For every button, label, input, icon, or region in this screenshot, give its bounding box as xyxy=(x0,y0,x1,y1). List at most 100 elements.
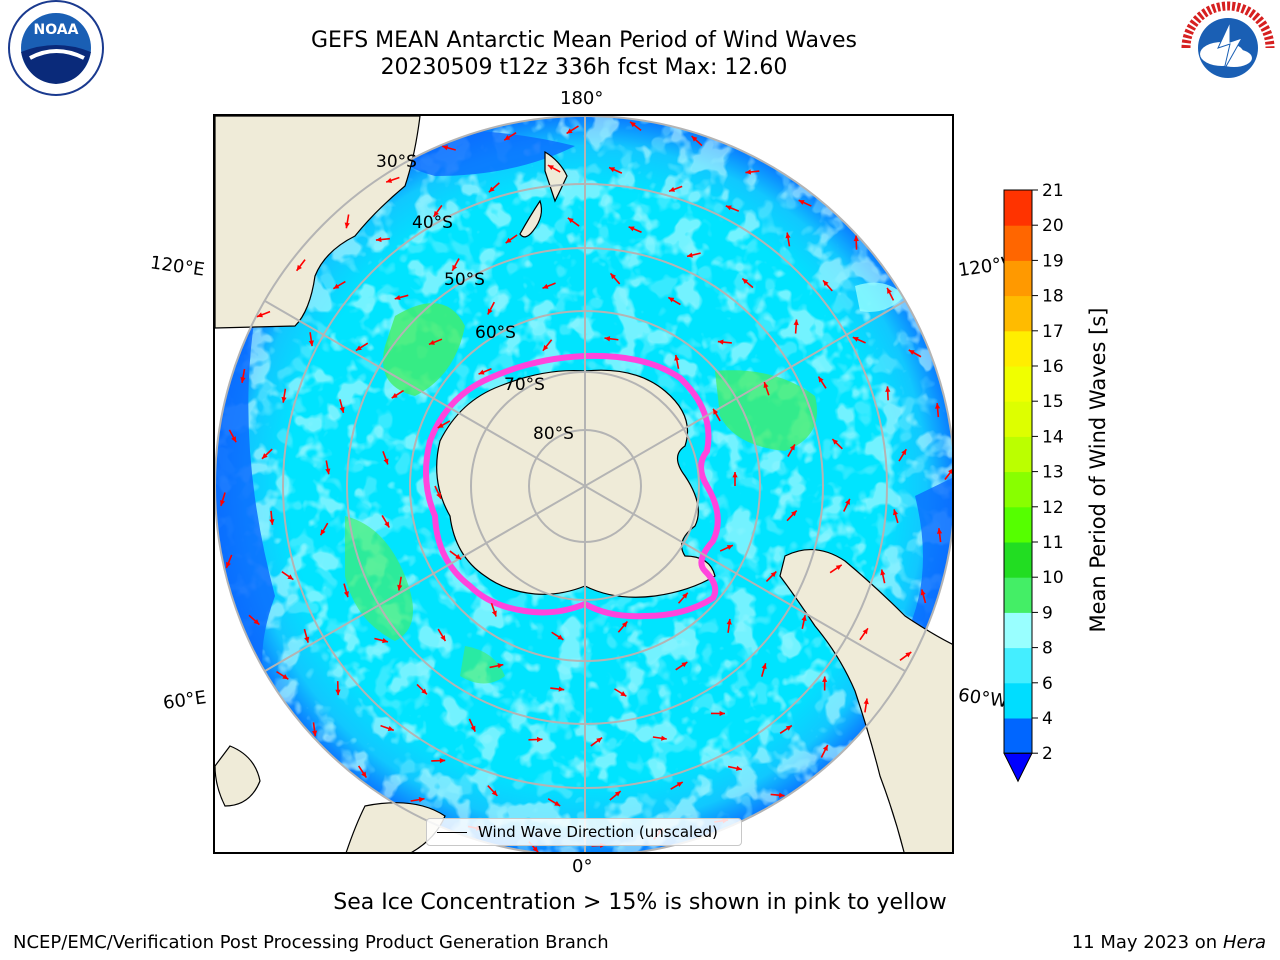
wind-vector-head xyxy=(386,177,393,183)
wind-vector-head xyxy=(822,676,828,682)
wind-vector-head xyxy=(557,634,564,640)
wind-vector-head xyxy=(282,674,289,680)
nws-logo xyxy=(1181,1,1275,94)
wind-vector-head xyxy=(676,782,683,788)
wind-vector-head xyxy=(240,377,246,383)
wind-vector-head xyxy=(567,217,574,224)
wind-vector-head xyxy=(452,264,458,271)
wind-vector-head xyxy=(440,635,446,642)
wind-vector-head xyxy=(308,340,314,347)
colorbar-block xyxy=(1004,612,1032,649)
footer-date: 11 May 2023 on Hera xyxy=(1072,932,1266,953)
wind-vector-head xyxy=(674,354,680,361)
wind-vector-head xyxy=(823,280,829,287)
wind-vector-head xyxy=(726,618,732,625)
wind-vector-head xyxy=(532,846,539,852)
wind-vector-head xyxy=(394,294,401,301)
noaa-wordmark: NOAA xyxy=(34,22,79,38)
wind-vector-head xyxy=(726,545,733,550)
wind-vector-head xyxy=(542,344,549,351)
map-panel xyxy=(213,114,954,854)
wind-vector-head xyxy=(433,210,439,217)
lon-label-180: 180° xyxy=(560,88,604,109)
lon-label-0: 0° xyxy=(572,856,593,877)
wind-vector-head xyxy=(296,264,302,271)
wind-vector-head xyxy=(566,128,573,134)
wind-vector-head xyxy=(682,592,688,599)
wind-vector-head xyxy=(547,165,554,171)
wind-vector-head xyxy=(418,797,425,803)
wind-vector-head xyxy=(852,337,859,342)
colorbar-tick-label: 13 xyxy=(1042,463,1064,483)
wind-vector-head xyxy=(892,509,899,516)
sea-ice-edge xyxy=(423,352,721,620)
wind-vector-head xyxy=(686,252,693,258)
wind-vector-head xyxy=(763,382,769,389)
lat-label-40s: 40°S xyxy=(412,213,453,233)
footer-credit: NCEP/EMC/Verification Post Processing Pr… xyxy=(13,932,609,953)
colorbar-block xyxy=(1004,401,1032,437)
colorbar-tick-label: 16 xyxy=(1042,357,1064,377)
wind-vector-head xyxy=(304,636,310,643)
graticule xyxy=(215,116,952,852)
colorbar-block xyxy=(1004,190,1032,226)
colorbar-block xyxy=(1004,471,1032,508)
wind-vector-head xyxy=(439,758,446,764)
colorbar-tick-label: 20 xyxy=(1042,216,1064,236)
antarctica xyxy=(436,369,716,598)
colorbar-block xyxy=(1004,330,1032,367)
wind-vector-head xyxy=(863,698,869,705)
wind-vector-head xyxy=(382,638,388,644)
wind-vector-head xyxy=(789,444,795,451)
wind-vector-head xyxy=(785,232,791,239)
wind-vector-head xyxy=(391,392,398,399)
wind-vector-head xyxy=(719,710,725,717)
wind-vector-head xyxy=(862,628,868,635)
wind-vector-head xyxy=(901,449,907,456)
colorbar-block xyxy=(1004,260,1032,297)
wind-vector-head xyxy=(934,403,941,409)
colorbar-tick-label: 10 xyxy=(1042,568,1064,588)
wind-vector-head xyxy=(487,308,493,315)
wind-vector-head xyxy=(742,278,749,284)
colorbar-block xyxy=(1004,577,1032,613)
wind-vector-head xyxy=(428,339,435,345)
wind-vector-head xyxy=(887,287,892,294)
wind-vector-head xyxy=(745,169,752,175)
wind-vector-head xyxy=(505,237,512,244)
wind-vector-head xyxy=(470,725,476,732)
wind-vector-head xyxy=(793,319,799,326)
footer-host: Hera xyxy=(1222,932,1266,953)
wind-vector-head xyxy=(853,235,859,242)
colorbar-tick-label: 11 xyxy=(1042,533,1064,553)
wind-vector-head xyxy=(397,584,403,591)
wind-vector-head xyxy=(421,688,427,695)
colorbar-block xyxy=(1004,366,1032,402)
colorbar-block xyxy=(1004,436,1032,473)
wind-vector-head xyxy=(344,222,350,229)
colorbar-block xyxy=(1004,647,1032,684)
wind-vector-head xyxy=(287,574,294,580)
wind-vector-head xyxy=(497,663,504,669)
wind-vector-head xyxy=(437,422,444,428)
wind-vector-head xyxy=(845,498,850,505)
wind-vector-head xyxy=(905,652,912,658)
wind-vector-head xyxy=(442,145,449,151)
new-zealand-south xyxy=(519,199,543,238)
wind-vector-head xyxy=(948,469,952,475)
colorbar-tick-label: 4 xyxy=(1042,709,1053,729)
colorbar-block xyxy=(1004,542,1032,578)
wind-vector-head xyxy=(614,791,621,797)
colorbar-extend-arrow xyxy=(1003,752,1033,783)
wind-vector-head xyxy=(717,339,724,345)
wind-vector-head xyxy=(801,615,807,621)
wind-vector-head xyxy=(621,621,628,628)
noaa-logo: NOAA xyxy=(8,0,104,96)
wind-vector-head xyxy=(630,121,636,128)
lon-label-120e: 120°E xyxy=(148,252,206,281)
wind-vector-head xyxy=(343,591,349,598)
wind-vector-head xyxy=(885,386,891,392)
wind-vector-head xyxy=(542,283,549,289)
wind-vector-head xyxy=(281,396,287,403)
wind-vector-head xyxy=(920,589,926,596)
